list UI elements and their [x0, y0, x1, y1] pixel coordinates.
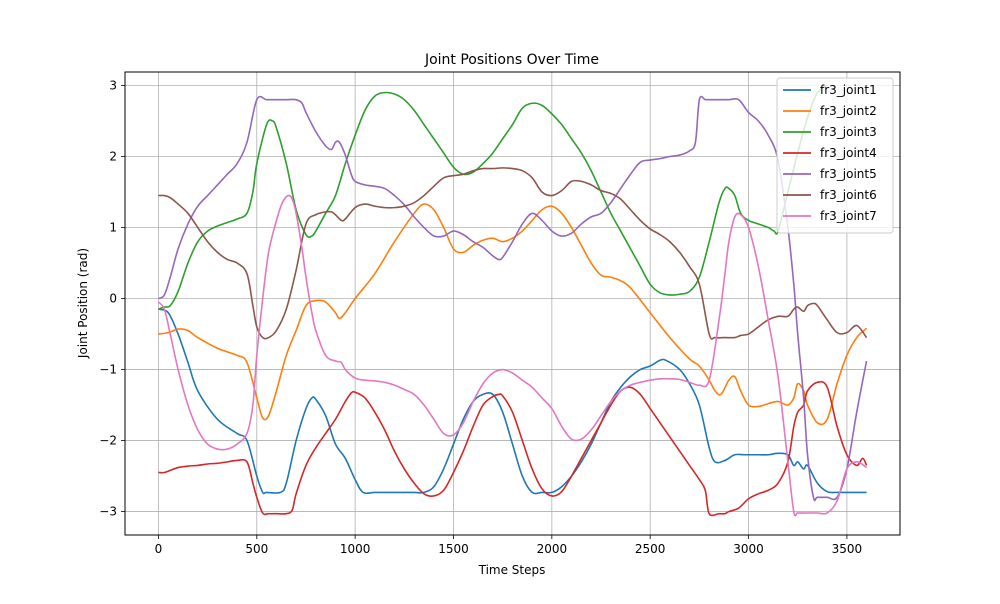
- y-tick-label: 0: [109, 292, 117, 306]
- x-tick-label: 2000: [537, 542, 568, 556]
- legend-label: fr3_joint5: [820, 167, 877, 181]
- legend-label: fr3_joint4: [820, 146, 877, 160]
- legend-label: fr3_joint6: [820, 188, 877, 202]
- series-line-fr3_joint1: [158, 308, 867, 495]
- series-line-fr3_joint3: [158, 84, 828, 310]
- series-line-fr3_joint5: [158, 95, 868, 502]
- x-tick-label: 2500: [635, 542, 666, 556]
- x-tick-label: 1500: [438, 542, 469, 556]
- y-tick-label: 1: [109, 221, 117, 235]
- chart-title: Joint Positions Over Time: [424, 52, 599, 68]
- legend-label: fr3_joint7: [820, 209, 877, 223]
- series-line-fr3_joint7: [157, 194, 868, 517]
- series-line-fr3_joint6: [158, 167, 868, 340]
- x-tick-label: 500: [245, 542, 268, 556]
- y-axis-label: Joint Position (rad): [76, 248, 90, 359]
- y-tick-label: −2: [99, 434, 117, 448]
- legend-label: fr3_joint1: [820, 83, 877, 97]
- series-line-fr3_joint4: [158, 380, 868, 517]
- x-tick-label: 0: [155, 542, 163, 556]
- y-tick-label: 3: [109, 78, 117, 92]
- plot-frame: [124, 71, 901, 536]
- legend-label: fr3_joint3: [820, 125, 877, 139]
- x-tick-label: 3500: [832, 542, 863, 556]
- x-tick-label: 3000: [733, 542, 764, 556]
- y-tick-label: 2: [109, 150, 117, 164]
- x-tick-label: 1000: [340, 542, 371, 556]
- legend: fr3_joint1 fr3_joint2 fr3_joint3 fr3_joint4…: [776, 77, 894, 234]
- series-layer: [157, 84, 868, 517]
- x-axis-label: Time Steps: [478, 563, 546, 577]
- legend-label: fr3_joint2: [820, 104, 877, 118]
- series-line-fr3_joint2: [158, 203, 868, 426]
- ticks: 0 500 1000 1500 2000 2500 3000 3500 −3 −2 −1 0 1 2 3: [99, 78, 862, 556]
- y-tick-label: −3: [99, 505, 117, 519]
- y-tick-label: −1: [99, 363, 117, 377]
